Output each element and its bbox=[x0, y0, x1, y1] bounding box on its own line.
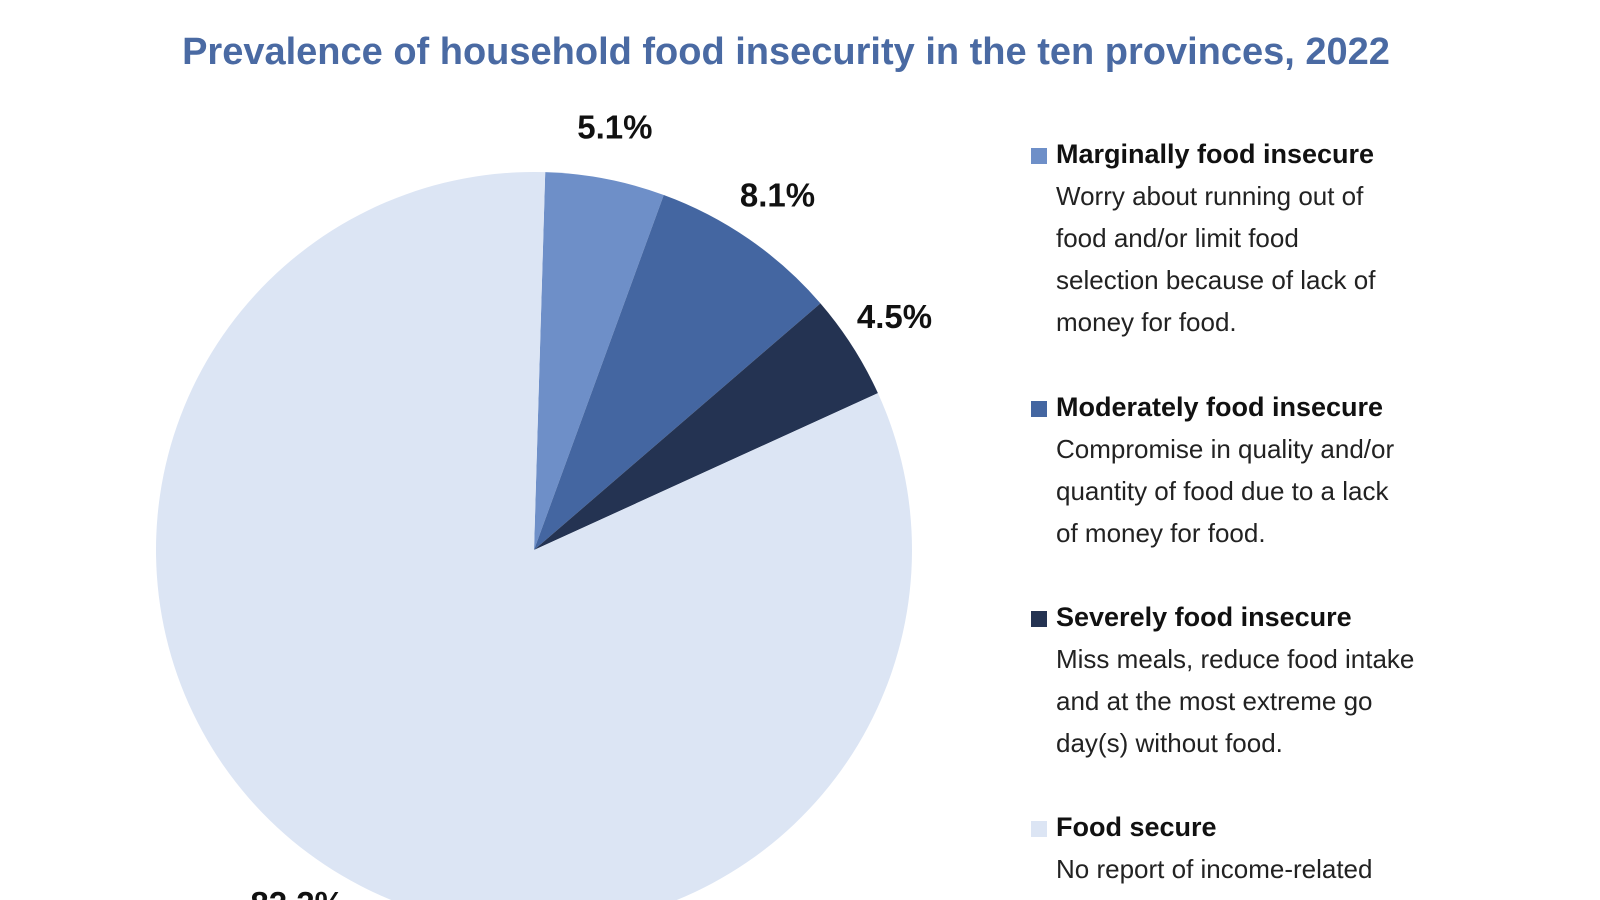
legend-description: No report of income-related bbox=[1056, 854, 1372, 884]
legend-description: Miss meals, reduce food intake bbox=[1056, 644, 1414, 674]
legend-description: day(s) without food. bbox=[1056, 728, 1283, 758]
pie-slice bbox=[534, 303, 878, 550]
legend-label: Marginally food insecure bbox=[1056, 139, 1374, 169]
legend-label: Severely food insecure bbox=[1056, 602, 1352, 632]
legend-description: quantity of food due to a lack bbox=[1056, 476, 1389, 506]
chart-title: Prevalence of household food insecurity … bbox=[182, 31, 1390, 73]
pie-slice bbox=[156, 172, 912, 900]
pie-slice bbox=[534, 194, 821, 550]
legend-description: and at the most extreme go bbox=[1056, 686, 1373, 716]
value-label: 5.1% bbox=[577, 108, 652, 145]
legend-marker bbox=[1031, 148, 1047, 164]
legend-description: of money for food. bbox=[1056, 518, 1266, 548]
legend-marker bbox=[1031, 821, 1047, 837]
value-label: 82.2% bbox=[250, 885, 344, 900]
legend-description: Worry about running out of bbox=[1056, 181, 1364, 211]
legend-description: Compromise in quality and/or bbox=[1056, 434, 1394, 464]
legend-description: money for food. bbox=[1056, 307, 1237, 337]
legend-marker bbox=[1031, 611, 1047, 627]
legend-label: Food secure bbox=[1056, 812, 1217, 842]
legend-description: problems of food access bbox=[1056, 896, 1338, 900]
legend-label: Moderately food insecure bbox=[1056, 392, 1383, 422]
legend-description: selection because of lack of bbox=[1056, 265, 1376, 295]
legend-description: food and/or limit food bbox=[1056, 223, 1299, 253]
value-label: 4.5% bbox=[857, 298, 932, 335]
pie-slice bbox=[534, 172, 664, 550]
legend-marker bbox=[1031, 401, 1047, 417]
value-label: 8.1% bbox=[740, 177, 815, 214]
